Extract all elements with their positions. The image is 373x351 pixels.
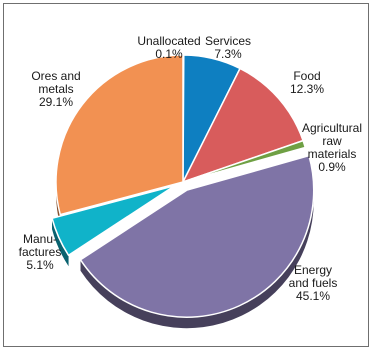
slice-percent: 5.1% <box>26 258 54 272</box>
slice-name-line: Manu- <box>23 232 57 246</box>
slice-percent: 45.1% <box>296 289 330 303</box>
slice-percent: 0.9% <box>318 160 346 174</box>
slice-name-line: Unallocated <box>137 34 200 48</box>
slice-percent: 7.3% <box>214 47 242 61</box>
slice-side-ores-and-metals <box>56 182 61 226</box>
slice-percent: 29.1% <box>39 95 73 109</box>
label-unallocated: Unallocated 0.1% <box>137 34 200 61</box>
slice-name-line: Energy <box>294 263 332 277</box>
slice-name-line: Ores and <box>31 69 80 83</box>
slice-name-line: factures <box>19 245 62 259</box>
label-agricultural-raw-materials: Agricultural raw materials 0.9% <box>302 121 362 174</box>
slice-name-line: Agricultural <box>302 121 362 135</box>
slice-ores-and-metals <box>55 54 184 216</box>
label-energy-and-fuels: Energy and fuels 45.1% <box>289 263 338 303</box>
slice-name-line: raw <box>322 134 342 148</box>
slice-manu-factures <box>51 184 176 257</box>
label-food: Food 12.3% <box>290 69 324 96</box>
slice-name-line: and fuels <box>289 276 338 290</box>
slice-food <box>182 67 304 183</box>
slice-name-line: Services <box>205 34 251 48</box>
slice-name-line: metals <box>38 82 73 96</box>
label-ores-and-metals: Ores and metals 29.1% <box>31 69 80 109</box>
slice-name-line: Food <box>293 69 320 83</box>
label-manu-factures: Manu-factures 5.1% <box>19 232 62 272</box>
slice-agricultural-raw-materials <box>182 139 306 183</box>
slice-energy-and-fuels <box>79 154 315 318</box>
label-services: Services 7.3% <box>205 34 251 61</box>
slice-percent: 12.3% <box>290 82 324 96</box>
slice-name-line: materials <box>308 147 357 161</box>
slice-percent: 0.1% <box>155 47 183 61</box>
